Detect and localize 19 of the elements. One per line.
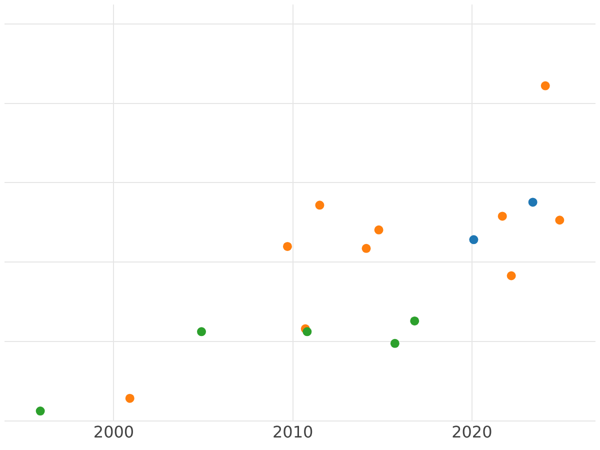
point: [125, 394, 134, 403]
point: [36, 406, 45, 416]
point: [540, 81, 550, 90]
point: [197, 327, 206, 336]
point: [506, 271, 516, 280]
point: [282, 242, 292, 251]
point: [390, 338, 400, 348]
x-tick-label: 2020: [452, 422, 492, 442]
point: [302, 327, 312, 336]
point: [498, 212, 507, 221]
point: [528, 198, 538, 207]
point: [410, 316, 420, 326]
x-tick-label: 2000: [93, 422, 134, 442]
point: [374, 225, 384, 234]
point: [469, 235, 478, 244]
point: [362, 244, 371, 253]
point: [555, 216, 564, 225]
x-tick-label: 2010: [272, 422, 314, 442]
point: [315, 200, 324, 210]
